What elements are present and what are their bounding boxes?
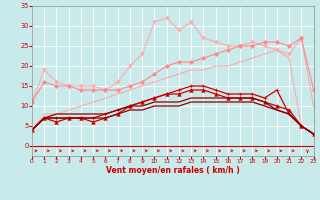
X-axis label: Vent moyen/en rafales ( km/h ): Vent moyen/en rafales ( km/h ) <box>106 166 240 175</box>
